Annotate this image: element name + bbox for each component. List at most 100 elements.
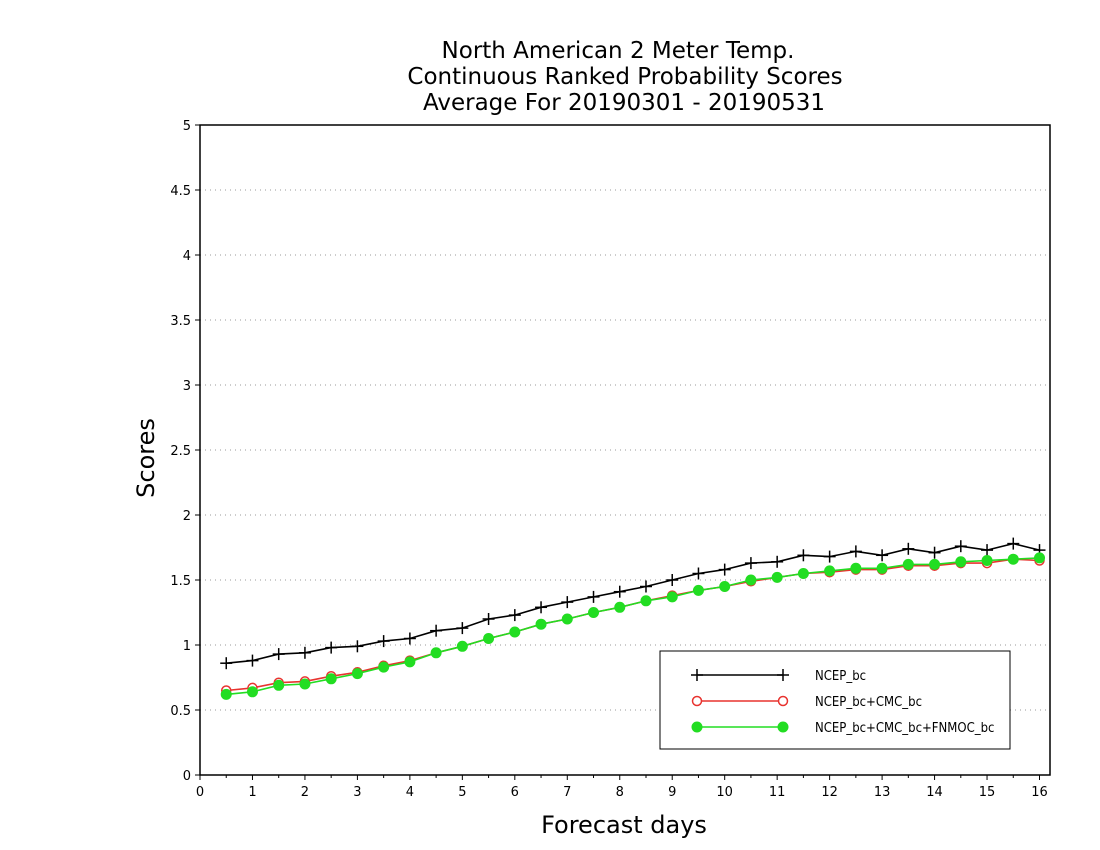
x-tick-label-6: 6 (511, 785, 519, 800)
legend: NCEP_bc NCEP_bc+CMC_bc NCEP_bc+CMC_bc+FNMO… (659, 650, 1011, 750)
series-2-point-24 (850, 562, 862, 574)
series-0-point-21 (771, 555, 784, 568)
legend-entry-2: NCEP_bc+CMC_bc+FNMOC_bc (691, 721, 994, 736)
y-tick-label-7: 3.5 (170, 314, 191, 329)
series-0-point-9 (456, 622, 469, 635)
x-tick-label-5: 5 (458, 785, 466, 800)
series-2-point-29 (981, 555, 993, 566)
series-2-point-31 (1034, 552, 1046, 564)
series-0-point-23 (823, 550, 836, 563)
chart-title: North American 2 Meter Temp. Continuous … (407, 38, 842, 116)
series-0-point-16 (639, 580, 652, 593)
legend-box (659, 650, 1011, 750)
series-0-point-10 (482, 613, 495, 625)
series-2-point-8 (430, 647, 442, 659)
y-tick-label-4: 2 (183, 509, 191, 524)
series-2-point-18 (692, 584, 704, 596)
legend-label-2: NCEP_bc+CMC_bc+FNMOC_bc (815, 721, 994, 736)
series-0-line (226, 542, 1040, 664)
series-0-point-29 (981, 544, 994, 557)
series-2-point-11 (509, 626, 521, 638)
series-0-point-22 (797, 549, 810, 562)
y-tick-label-3: 1.5 (170, 574, 191, 589)
y-tick-label-8: 4 (183, 249, 191, 264)
x-tick-label-11: 11 (769, 785, 786, 800)
x-tick-label-1: 1 (248, 785, 256, 800)
series-2-point-19 (719, 581, 731, 592)
series-0-point-7 (403, 632, 416, 645)
series-0-point-24 (849, 545, 862, 558)
y-axis-ticks: 0 0.5 1 1.5 2 2.5 3 3.5 4 4.5 5 (170, 119, 200, 784)
series-0-point-0 (220, 657, 233, 670)
series-0-point-3 (298, 646, 311, 659)
series-0-point-25 (876, 549, 889, 562)
series-2 (220, 552, 1046, 700)
legend-marker-left-0 (691, 669, 703, 681)
series-2-point-12 (535, 618, 547, 630)
series-2-point-28 (955, 556, 967, 568)
series-0-point-18 (692, 567, 705, 580)
series-0-point-12 (535, 601, 548, 614)
y-tick-label-5: 2.5 (170, 444, 191, 459)
x-tick-label-10: 10 (716, 785, 733, 800)
x-tick-label-16: 16 (1031, 785, 1048, 800)
y-tick-label-10: 5 (183, 119, 191, 134)
y-tick-label-1: 0.5 (170, 704, 191, 719)
series-0-point-2 (272, 648, 285, 661)
series-0-point-20 (744, 557, 757, 570)
series-0-point-5 (351, 640, 364, 653)
series-2-point-5 (351, 668, 363, 680)
x-tick-label-2: 2 (301, 785, 309, 800)
series-2-point-14 (588, 607, 600, 618)
series-2-point-2 (273, 679, 285, 691)
series-2-point-4 (325, 673, 337, 685)
series-0-point-4 (325, 641, 338, 654)
series-2-point-21 (771, 571, 783, 583)
series-0-point-1 (246, 654, 259, 667)
series-2-point-17 (666, 591, 678, 603)
series-2-point-7 (404, 656, 416, 668)
x-axis-title: Forecast days (541, 811, 707, 839)
series-2-point-22 (797, 568, 809, 579)
x-tick-label-13: 13 (874, 785, 891, 800)
x-tick-label-3: 3 (353, 785, 361, 800)
series-2-point-1 (246, 686, 258, 698)
series-2-point-23 (824, 565, 836, 577)
y-axis-title: Scores (132, 418, 160, 498)
title-line-1: North American 2 Meter Temp. (442, 38, 795, 64)
legend-marker-right-1 (777, 695, 789, 707)
series-0-point-19 (718, 563, 731, 576)
series-0-point-8 (430, 624, 443, 637)
series-layer (220, 537, 1046, 700)
legend-marker-right-2 (777, 721, 789, 733)
x-tick-label-12: 12 (821, 785, 838, 800)
legend-marker-left-1 (691, 695, 703, 707)
series-0-point-30 (1007, 537, 1020, 550)
series-2-point-15 (614, 601, 626, 613)
legend-marker-right-0 (777, 669, 789, 681)
title-line-2: Continuous Ranked Probability Scores (407, 64, 842, 90)
x-axis-ticks: 0 1 2 3 4 5 6 7 8 9 10 11 12 13 14 15 16 (196, 775, 1048, 800)
series-0-point-11 (508, 609, 521, 622)
legend-marker-left-2 (691, 721, 703, 733)
series-2-point-6 (378, 661, 390, 673)
legend-entry-1: NCEP_bc+CMC_bc (691, 695, 922, 710)
x-tick-label-9: 9 (668, 785, 676, 800)
series-0-point-28 (954, 540, 967, 553)
legend-entry-0: NCEP_bc (691, 669, 866, 684)
series-2-point-3 (299, 678, 311, 690)
series-2-point-20 (745, 574, 757, 586)
series-2-point-9 (456, 640, 468, 652)
y-tick-label-0: 0 (183, 769, 191, 784)
y-tick-label-2: 1 (183, 639, 191, 654)
y-tick-label-9: 4.5 (170, 184, 191, 199)
series-0-point-13 (561, 596, 574, 609)
series-0-point-17 (666, 574, 679, 586)
series-2-point-30 (1007, 553, 1019, 565)
series-0-point-26 (902, 542, 915, 555)
series-2-point-13 (561, 613, 573, 625)
series-0 (220, 537, 1046, 670)
legend-label-1: NCEP_bc+CMC_bc (815, 695, 922, 710)
series-0-point-15 (613, 585, 626, 598)
